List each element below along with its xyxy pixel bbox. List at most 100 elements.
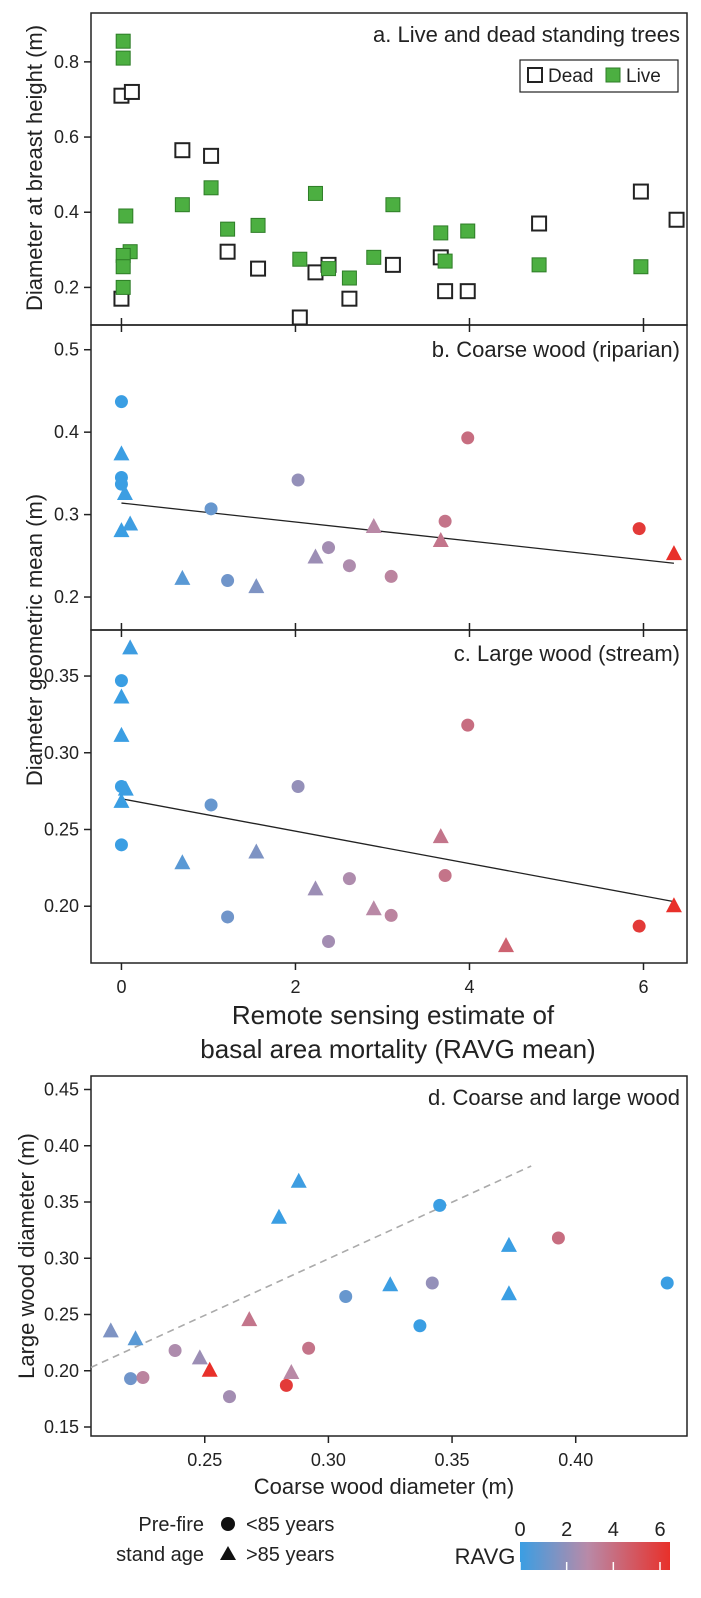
live-tree-point: [633, 259, 649, 275]
y-tick-label: 0.35: [44, 1192, 79, 1212]
dead-tree-point: [250, 260, 267, 277]
dead-tree-point: [219, 243, 236, 260]
x-tick-label: 0: [116, 977, 126, 997]
y-tick-label: 0.45: [44, 1080, 79, 1100]
data-point-triangle: [127, 1330, 144, 1346]
live-tree-point: [115, 50, 131, 66]
data-point-circle: [114, 674, 128, 688]
data-point-triangle: [432, 531, 449, 547]
y-tick-label: 0.35: [44, 666, 79, 686]
y-tick-label: 0.15: [44, 1417, 79, 1437]
data-point-circle: [322, 935, 336, 949]
x-tick-label: 0.30: [311, 1450, 346, 1470]
dead-tree-point: [384, 256, 401, 273]
data-point-circle: [551, 1231, 565, 1245]
data-point-triangle: [191, 1349, 208, 1365]
panel-a-legend: Dead Live: [519, 59, 679, 93]
data-point-triangle: [113, 792, 130, 808]
y-tick-label: 0.30: [44, 1248, 79, 1268]
data-point-triangle: [117, 780, 134, 796]
data-point-circle: [433, 1198, 447, 1212]
live-tree-point: [203, 180, 219, 196]
data-point-circle: [342, 872, 356, 886]
dead-tree-point: [307, 264, 324, 281]
y-tick-label: 0.3: [54, 505, 79, 525]
circle-legend-label: <85 years: [246, 1514, 334, 1536]
ravg-colorbar: [520, 1542, 670, 1570]
x-tick-label: 2: [290, 977, 300, 997]
data-point-circle: [384, 569, 398, 583]
x-tick-label: 0.40: [558, 1450, 593, 1470]
live-tree-point: [118, 208, 134, 224]
data-point-triangle: [382, 1276, 399, 1292]
data-point-triangle: [248, 578, 265, 594]
panel-d-x-axis: 0.25 0.30 0.35 0.40: [187, 1436, 593, 1470]
panel-a-title: a. Live and dead standing trees: [373, 22, 680, 47]
data-point-triangle: [248, 843, 265, 859]
data-point-circle: [291, 780, 305, 794]
stand-age-title-line-2: stand age: [116, 1544, 204, 1566]
panel-c-large-wood: c. Large wood (stream) 0.200.250.300.35 …: [44, 629, 688, 997]
data-point-circle: [384, 908, 398, 922]
live-tree-point: [292, 251, 308, 267]
data-point-triangle: [665, 545, 682, 561]
data-point-circle: [221, 910, 235, 924]
data-point-circle: [438, 869, 452, 883]
live-tree-point: [307, 185, 323, 201]
panel-bc-y-axis-label: Diameter geometric mean (m): [22, 494, 47, 786]
y-tick-label: 0.5: [54, 340, 79, 360]
trendline: [121, 502, 675, 564]
y-tick-label: 0.20: [44, 1361, 79, 1381]
y-tick-label: 0.4: [54, 202, 79, 222]
live-tree-point: [366, 249, 382, 265]
data-point-circle: [291, 473, 305, 487]
x-tick-label: 0.35: [435, 1450, 470, 1470]
y-tick-label: 0.6: [54, 127, 79, 147]
panel-c-marks: [113, 630, 682, 953]
data-point-triangle: [116, 484, 133, 500]
legend-live-marker: [605, 67, 621, 83]
legend-dead-label: Dead: [548, 66, 593, 87]
data-point-triangle: [241, 1311, 258, 1327]
y-tick-label: 0.4: [54, 422, 79, 442]
data-point-circle: [114, 395, 128, 409]
live-tree-point: [115, 279, 131, 295]
data-point-circle: [114, 838, 128, 852]
data-point-circle: [632, 919, 646, 933]
panel-c-x-axis-label-line-1: Remote sensing estimate of: [232, 1000, 555, 1030]
data-point-circle: [204, 798, 218, 812]
dead-tree-point: [341, 290, 358, 307]
y-tick-label: 0.25: [44, 1305, 79, 1325]
data-point-triangle: [290, 1172, 307, 1188]
live-tree-point: [115, 33, 131, 49]
panel-a-y-axis-label: Diameter at breast height (m): [22, 25, 47, 311]
panel-b-marks: [113, 325, 682, 630]
dead-tree-point: [459, 283, 476, 300]
ravg-colorbar-label: RAVG: [455, 1544, 516, 1569]
triangle-marker-icon: [220, 1546, 236, 1560]
data-point-triangle: [432, 828, 449, 844]
data-point-triangle: [283, 1364, 300, 1379]
data-point-circle: [632, 522, 646, 536]
colorbar-tick-label: 4: [608, 1519, 619, 1541]
live-tree-point: [341, 270, 357, 286]
live-tree-point: [174, 197, 190, 213]
data-point-circle: [302, 1341, 316, 1355]
data-point-circle: [279, 1378, 293, 1392]
data-point-triangle: [365, 517, 382, 533]
panel-d-frame: [90, 1075, 688, 1437]
one-to-one-reference-line: [90, 1165, 532, 1369]
ravg-colorbar-legend: RAVG 0 2 4 6: [455, 1519, 670, 1570]
data-point-circle: [168, 1344, 182, 1357]
panel-c-frame: [90, 629, 688, 964]
panel-b-coarse-wood: b. Coarse wood (riparian) 0.2 0.3 0.4 0.5: [54, 324, 688, 631]
data-point-triangle: [174, 569, 191, 585]
dead-tree-point: [291, 309, 308, 326]
y-tick-label: 0.40: [44, 1136, 79, 1156]
data-point-circle: [461, 431, 475, 445]
data-point-circle: [136, 1371, 150, 1384]
legend-dead-marker: [527, 67, 543, 83]
stand-age-title-line-1: Pre-fire: [138, 1514, 204, 1536]
live-tree-point: [437, 253, 453, 269]
ravg-colorbar-ticks: 0 2 4 6: [514, 1519, 666, 1570]
